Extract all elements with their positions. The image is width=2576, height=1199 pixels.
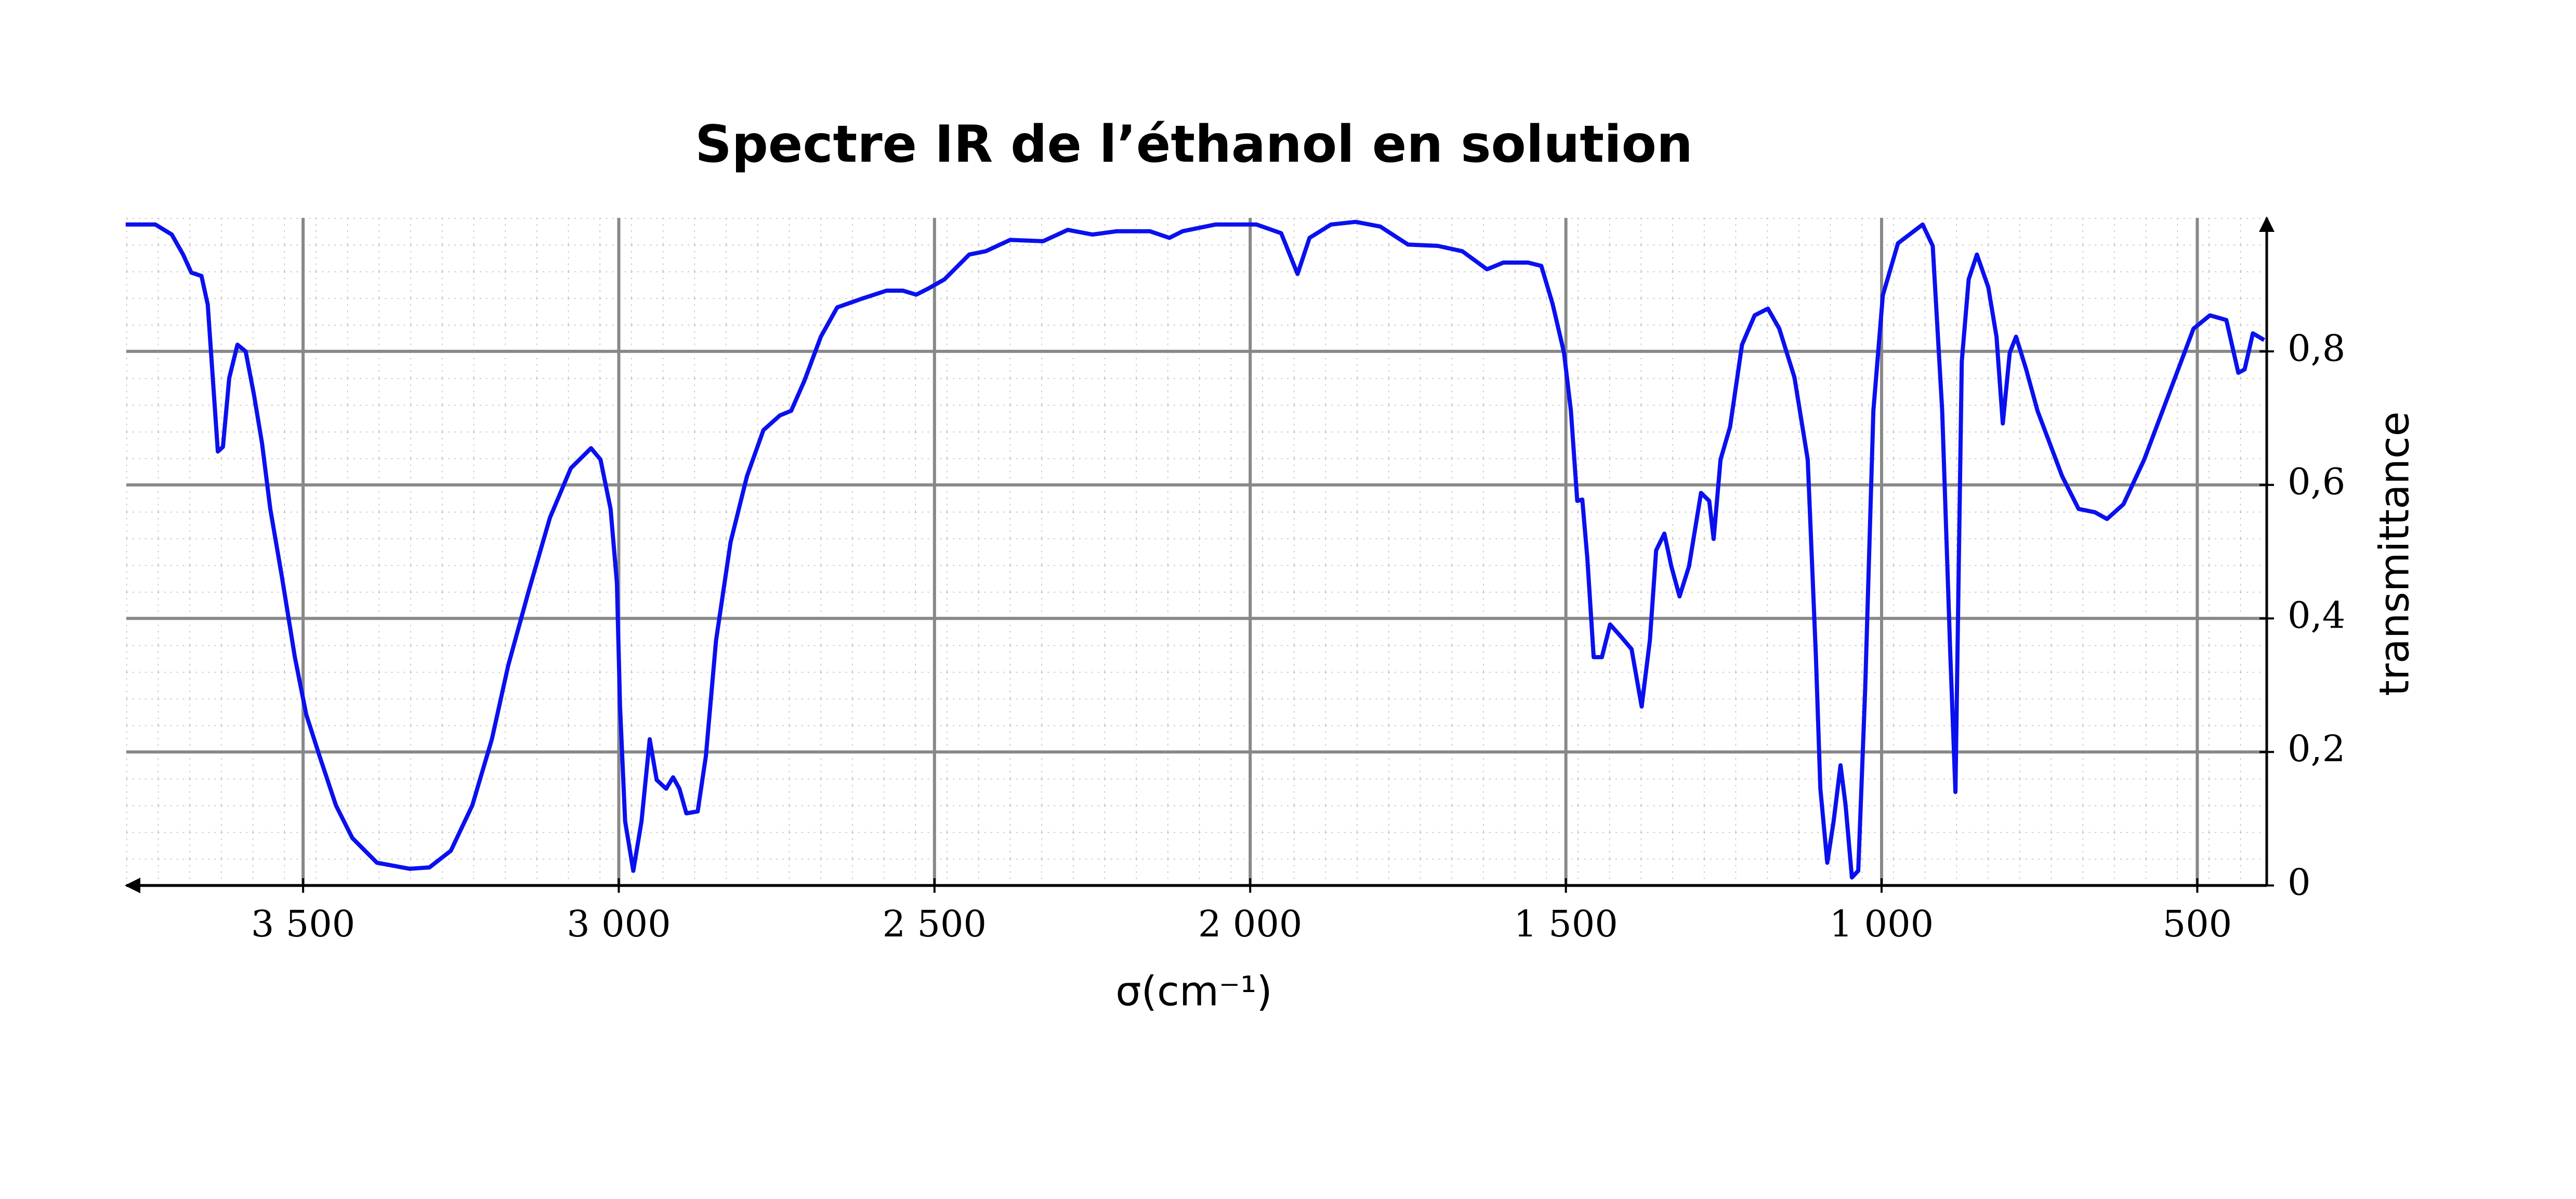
x-tick-label: 2 500 bbox=[883, 903, 987, 945]
y-axis-label: transmittance bbox=[2371, 411, 2418, 696]
x-tick-label: 500 bbox=[2163, 903, 2232, 945]
x-tick-label: 3 500 bbox=[251, 903, 355, 945]
chart-title: Spectre IR de l’éthanol en solution bbox=[695, 115, 1693, 174]
y-tick-label: 0,4 bbox=[2288, 594, 2345, 636]
x-tick-label: 1 000 bbox=[1830, 903, 1934, 945]
y-tick-label: 0,8 bbox=[2288, 327, 2345, 370]
x-tick-label: 1 500 bbox=[1514, 903, 1618, 945]
x-axis-label: σ(cm⁻¹) bbox=[1115, 968, 1272, 1015]
y-tick-label: 0,2 bbox=[2288, 727, 2345, 770]
x-tick-label: 2 000 bbox=[1198, 903, 1302, 945]
x-tick-label: 3 000 bbox=[567, 903, 671, 945]
spectrum-line bbox=[125, 219, 2266, 880]
y-tick-label: 0 bbox=[2288, 861, 2311, 904]
y-tick-label: 0,6 bbox=[2288, 461, 2345, 503]
